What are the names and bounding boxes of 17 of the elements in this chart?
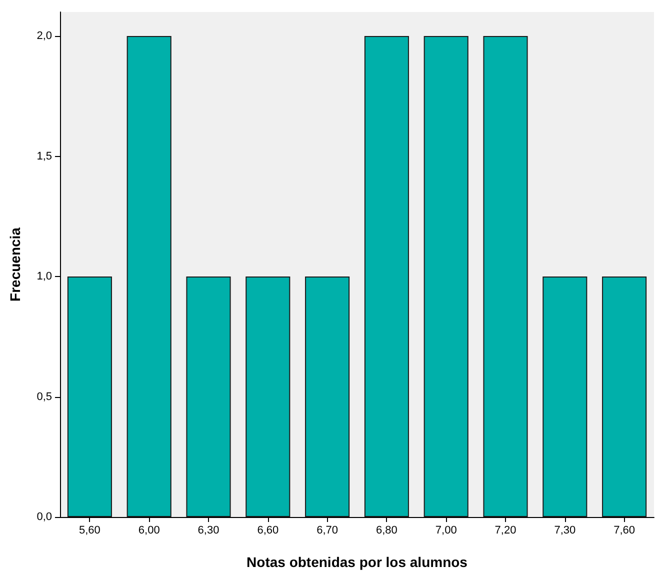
- y-tick-label: 1,5: [36, 150, 52, 162]
- x-tick-label: 6,00: [138, 524, 160, 536]
- x-tick-label: 6,80: [376, 524, 398, 536]
- x-tick-label: 5,60: [78, 524, 100, 536]
- y-tick-label: 0,5: [36, 390, 52, 403]
- y-axis-title: Frecuencia: [7, 227, 23, 302]
- x-tick-label: 7,60: [614, 524, 636, 536]
- y-tick-label: 2,0: [36, 30, 52, 42]
- x-tick-label: 7,20: [494, 524, 516, 536]
- y-tick-label: 0,0: [36, 511, 52, 523]
- x-axis-title: Notas obtenidas por los alumnos: [246, 554, 468, 570]
- y-tick-label: 1,0: [36, 270, 52, 283]
- x-tick-label: 6,60: [257, 524, 279, 536]
- x-tick-label: 6,70: [316, 524, 338, 536]
- x-tick-label: 7,30: [554, 524, 576, 536]
- x-tick-label: 6,30: [198, 524, 220, 536]
- x-tick-label: 7,00: [435, 524, 457, 536]
